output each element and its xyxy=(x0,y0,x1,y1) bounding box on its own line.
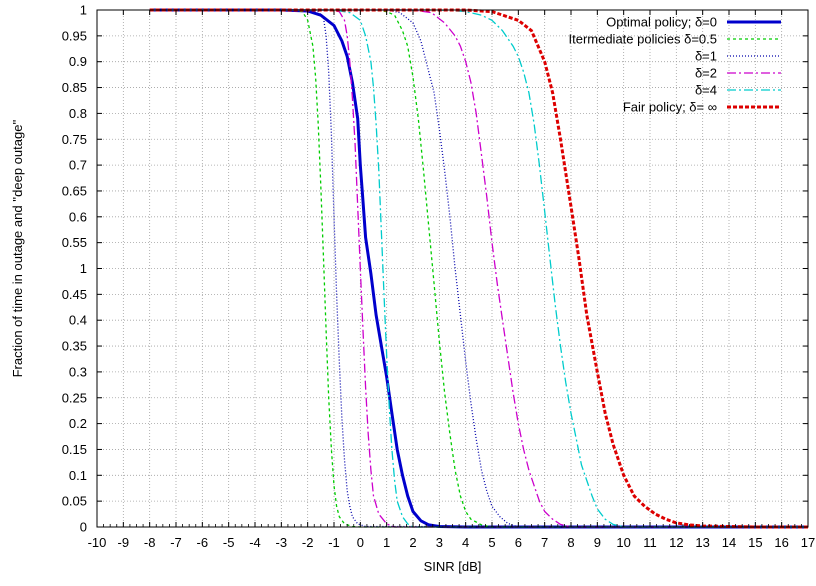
x-tick-label: 8 xyxy=(567,535,574,550)
x-tick-label: 15 xyxy=(748,535,762,550)
x-tick-label: 14 xyxy=(722,535,736,550)
y-tick-label: 0.35 xyxy=(62,339,87,354)
x-tick-label: -5 xyxy=(223,535,235,550)
x-axis-label: SINR [dB] xyxy=(424,559,482,574)
x-tick-label: 12 xyxy=(669,535,683,550)
x-tick-label: 2 xyxy=(409,535,416,550)
y-axis-label: Fraction of time in outage and ''deep ou… xyxy=(10,120,25,378)
y-tick-label: 0.6 xyxy=(69,209,87,224)
series-line-3 xyxy=(149,9,809,528)
x-tick-label: 13 xyxy=(695,535,709,550)
y-tick-label: 0.75 xyxy=(62,132,87,147)
legend-label: δ=4 xyxy=(695,83,717,98)
y-tick-label: 0.55 xyxy=(62,235,87,250)
series-line-5 xyxy=(149,9,808,528)
x-tick-label: 1 xyxy=(383,535,390,550)
series-line-0 xyxy=(149,8,808,529)
x-tick-label: -1 xyxy=(328,535,340,550)
y-tick-label: 0.1 xyxy=(69,468,87,483)
y-tick-label: 1 xyxy=(80,3,87,18)
y-tick-label: 0 xyxy=(80,520,87,535)
x-tick-label: 0 xyxy=(357,535,364,550)
legend-label: δ=2 xyxy=(695,66,717,81)
series-line-6 xyxy=(149,9,808,528)
x-tick-label: 3 xyxy=(436,535,443,550)
series-line-9 xyxy=(149,8,808,529)
y-tick-label: 0.2 xyxy=(69,416,87,431)
x-tick-label: -2 xyxy=(302,535,314,550)
ticks: -10 -9 -8 -7 -6 -5 -4 -3 -2 -1 0 1 2 3 4 5 6 7 8 9 10 11 12 13 1… xyxy=(62,3,816,551)
x-tick-label: 7 xyxy=(541,535,548,550)
x-tick-label: 16 xyxy=(774,535,788,550)
series-layer xyxy=(149,8,809,529)
y-tick-label: 0.15 xyxy=(62,442,87,457)
x-tick-label: -10 xyxy=(88,535,107,550)
y-tick-label: 0.9 xyxy=(69,54,87,69)
y-tick-label: 0.45 xyxy=(62,287,87,302)
y-tick-label: 0.7 xyxy=(69,158,87,173)
x-tick-label: -8 xyxy=(144,535,156,550)
y-tick-label: 0.4 xyxy=(69,313,87,328)
series-line-8 xyxy=(149,9,808,528)
x-tick-label: 11 xyxy=(643,535,657,550)
series-line-1 xyxy=(149,9,808,528)
legend-label: Optimal policy; δ=0 xyxy=(606,15,717,30)
x-tick-label: 5 xyxy=(488,535,495,550)
legend: Optimal policy; δ=0 Itermediate policies … xyxy=(568,15,781,115)
y-tick-label: 0.85 xyxy=(62,80,87,95)
y-tick-label: 0.3 xyxy=(69,364,87,379)
x-tick-label: 10 xyxy=(616,535,630,550)
y-tick-label: 1 xyxy=(80,261,87,276)
y-tick-label: 0.65 xyxy=(62,183,87,198)
legend-label: Fair policy; δ= ∞ xyxy=(623,100,717,115)
x-tick-label: -6 xyxy=(197,535,209,550)
x-tick-label: 9 xyxy=(594,535,601,550)
legend-label: δ=1 xyxy=(695,49,717,64)
x-tick-label: -7 xyxy=(170,535,182,550)
series-line-2 xyxy=(149,9,808,528)
series-line-4 xyxy=(149,9,808,528)
x-tick-label: 6 xyxy=(515,535,522,550)
series-line-7 xyxy=(149,9,808,528)
x-tick-label: -4 xyxy=(249,535,261,550)
x-tick-label: 4 xyxy=(462,535,469,550)
x-tick-label: -3 xyxy=(276,535,288,550)
y-tick-label: 0.8 xyxy=(69,106,87,121)
legend-label: Itermediate policies δ=0.5 xyxy=(568,32,717,47)
y-tick-label: 0.05 xyxy=(62,494,87,509)
x-tick-label: 17 xyxy=(801,535,815,550)
y-tick-label: 0.25 xyxy=(62,390,87,405)
x-tick-label: -9 xyxy=(118,535,130,550)
y-tick-label: 0.95 xyxy=(62,28,87,43)
